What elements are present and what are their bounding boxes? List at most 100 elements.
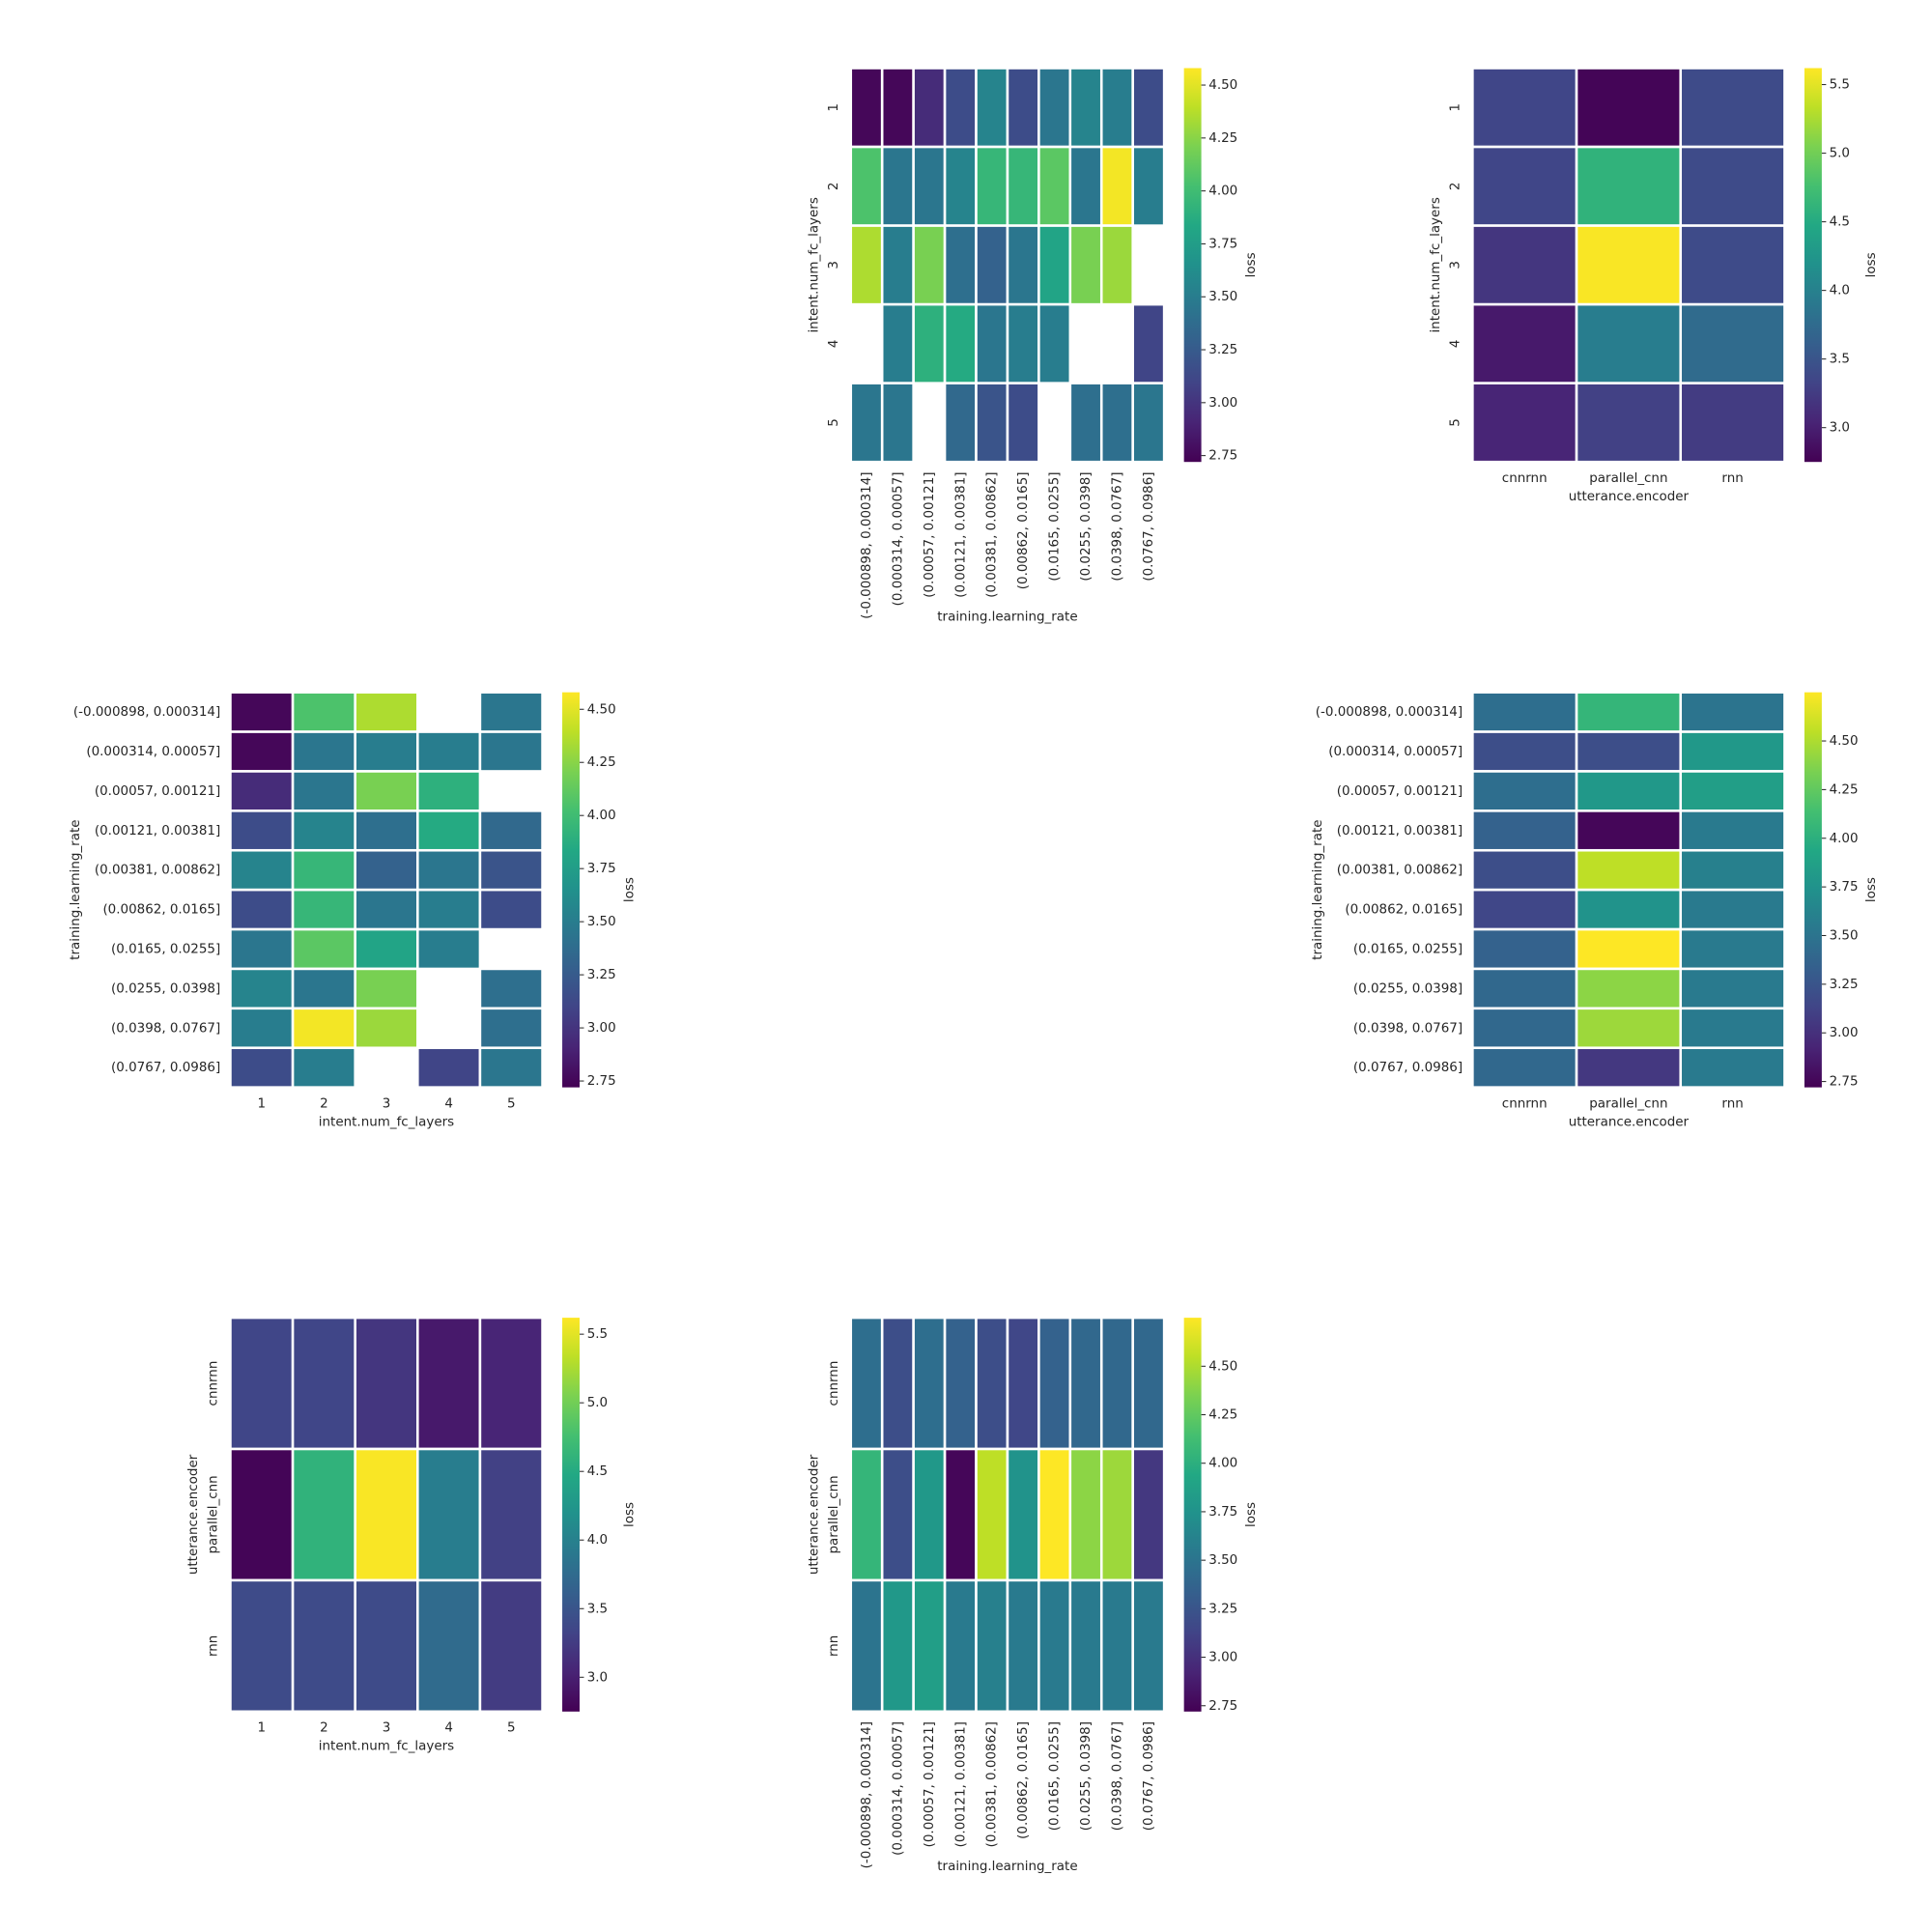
y-tick-label: 4: [1448, 340, 1463, 349]
heatmap-cell: [1679, 888, 1786, 931]
colorbar-label: loss: [1244, 252, 1259, 277]
colorbar-tick-label: 3.75: [1830, 880, 1859, 895]
heatmap-cell: [1679, 1046, 1786, 1089]
x-tick-label: cnnrnn: [1502, 1096, 1548, 1111]
x-tick-label: (0.00381, 0.00862]: [985, 471, 1000, 597]
heatmap-cell: [880, 1447, 915, 1582]
colorbar-tick-label: 3.50: [1208, 1553, 1237, 1568]
colorbar-tick-label: 3.25: [1208, 343, 1237, 357]
x-tick-label: (0.000314, 0.00057]: [891, 1721, 905, 1856]
heatmap-cell: [849, 67, 884, 149]
x-tick-label: rnn: [1721, 1096, 1743, 1111]
heatmap-cell: [291, 810, 356, 852]
heatmap-cell: [1471, 730, 1578, 773]
heatmap-cell: [354, 691, 419, 733]
y-tick-label: (0.0767, 0.0986]: [1353, 1061, 1463, 1075]
colorbar: [1804, 68, 1822, 463]
y-axis-title: training.learning_rate: [1311, 819, 1325, 959]
heatmap-cell: [849, 1447, 884, 1582]
heatmap-cell: [912, 1578, 947, 1714]
heatmap-cell: [1068, 1316, 1103, 1451]
heatmap-cell: [912, 1447, 947, 1582]
heatmap-cell: [1006, 302, 1040, 384]
heatmap-cell: [478, 1046, 544, 1089]
x-tick-label: 2: [320, 1720, 328, 1735]
heatmap-cell: [943, 145, 978, 227]
x-axis-title: utterance.encoder: [1569, 1116, 1690, 1130]
heatmap-cell: [975, 1447, 1009, 1582]
y-tick-label: (0.00862, 0.0165]: [1345, 903, 1463, 918]
heatmap-cell: [478, 1007, 544, 1050]
x-axis-title: utterance.encoder: [1569, 490, 1690, 504]
heatmap-cell: [1679, 302, 1786, 384]
y-axis-title: intent.num_fc_layers: [807, 197, 821, 332]
heatmap-cell: [1471, 927, 1578, 971]
heatmap-cell: [1679, 730, 1786, 773]
heatmap-cell: [229, 1316, 295, 1451]
x-tick-label: (0.0398, 0.0767]: [1110, 1721, 1124, 1831]
heatmap-cell: [229, 1007, 295, 1050]
colorbar-tick-label: 3.5: [1830, 353, 1850, 367]
heatmap-cell: [229, 1578, 295, 1714]
y-tick-label: 5: [827, 418, 841, 427]
heatmap-cell: [354, 730, 419, 773]
heatmap-cell: [416, 927, 482, 971]
y-axis-title: intent.num_fc_layers: [1429, 197, 1443, 332]
heatmap-cell: [1679, 810, 1786, 852]
heatmap-cell: [416, 810, 482, 852]
heatmap-cell: [1006, 224, 1040, 306]
heatmap-cell: [1131, 1447, 1166, 1582]
heatmap-cell: [291, 888, 356, 931]
x-tick-label: (0.00121, 0.00381]: [953, 471, 968, 597]
heatmap-cell: [1471, 67, 1578, 149]
heatmap-cell: [229, 1046, 295, 1089]
x-tick-label: (0.0255, 0.0398]: [1079, 1721, 1094, 1831]
heatmap-cell: [1575, 770, 1683, 812]
colorbar-tick-label: 3.0: [587, 1670, 608, 1685]
heatmap-cell: [943, 1316, 978, 1451]
colorbar-tick-label: 4.0: [587, 1533, 608, 1548]
heatmap-cell: [1037, 1316, 1072, 1451]
heatmap-cell: [1575, 730, 1683, 773]
colorbar-tick-label: 4.25: [1830, 782, 1859, 797]
y-tick-label: rnn: [827, 1635, 841, 1657]
colorbar-tick-label: 3.25: [587, 968, 616, 982]
y-tick-label: (0.00381, 0.00862]: [95, 864, 220, 878]
heatmap-cell: [416, 1578, 482, 1714]
heatmap-cell: [354, 770, 419, 812]
heatmap-cell: [912, 1316, 947, 1451]
y-axis-title: training.learning_rate: [69, 819, 83, 959]
colorbar-tick-label: 3.00: [1208, 1651, 1237, 1665]
colorbar-tick-label: 4.50: [1830, 734, 1859, 749]
y-axis-title: utterance.encoder: [807, 1454, 821, 1575]
heatmap-cell: [1679, 224, 1786, 306]
colorbar: [562, 1318, 580, 1712]
heatmap-cell: [416, 848, 482, 892]
heatmap-cell: [975, 1578, 1009, 1714]
heatmap-cell: [354, 810, 419, 852]
colorbar-tick-label: 3.50: [587, 915, 616, 929]
heatmap-cell: [912, 224, 947, 306]
x-tick-label: (0.00057, 0.00121]: [923, 471, 937, 597]
colorbar-tick-label: 4.50: [1208, 78, 1237, 93]
heatmap-cell: [1575, 888, 1683, 931]
heatmap-cell: [1006, 1447, 1040, 1582]
y-tick-label: rnn: [207, 1635, 221, 1657]
heatmap-cell: [880, 1316, 915, 1451]
heatmap-cell: [943, 1447, 978, 1582]
heatmap-cell: [354, 967, 419, 1010]
colorbar-label: loss: [1864, 877, 1879, 902]
colorbar-tick-label: 4.25: [1208, 1408, 1237, 1423]
heatmap-cell: [478, 1578, 544, 1714]
heatmap-cell: [416, 888, 482, 931]
heatmap-cell: [478, 1316, 544, 1451]
heatmap-cell: [943, 302, 978, 384]
colorbar-tick-label: 5.0: [587, 1396, 608, 1410]
heatmap-cell: [1575, 1046, 1683, 1089]
heatmap-cell: [478, 691, 544, 733]
colorbar-tick-label: 3.75: [587, 862, 616, 876]
x-tick-label: cnnrnn: [1502, 471, 1548, 486]
heatmap-cell: [849, 382, 884, 464]
heatmap-cell: [912, 67, 947, 149]
colorbar-tick-label: 3.75: [1208, 237, 1237, 251]
